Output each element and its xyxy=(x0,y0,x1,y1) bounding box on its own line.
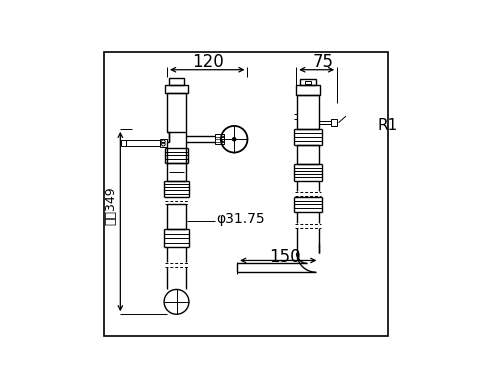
Bar xyxy=(319,121,331,124)
Text: 150: 150 xyxy=(269,248,300,266)
Bar xyxy=(297,95,319,129)
Bar xyxy=(167,204,186,229)
Bar xyxy=(126,140,160,146)
Bar xyxy=(167,93,186,132)
Text: R1: R1 xyxy=(378,118,398,133)
Bar xyxy=(169,78,184,84)
Bar xyxy=(121,139,126,146)
Bar xyxy=(305,81,311,84)
Text: 75: 75 xyxy=(312,53,334,71)
Bar xyxy=(165,84,188,93)
Bar xyxy=(296,84,320,95)
Bar xyxy=(300,79,316,84)
Bar xyxy=(160,139,167,147)
Bar xyxy=(167,163,186,180)
Bar xyxy=(215,134,224,144)
Text: φ31.75: φ31.75 xyxy=(216,212,265,226)
Circle shape xyxy=(232,137,236,141)
Text: 最大349: 最大349 xyxy=(104,187,117,225)
Bar xyxy=(331,119,337,126)
Text: 120: 120 xyxy=(192,53,223,71)
Bar xyxy=(297,145,319,164)
